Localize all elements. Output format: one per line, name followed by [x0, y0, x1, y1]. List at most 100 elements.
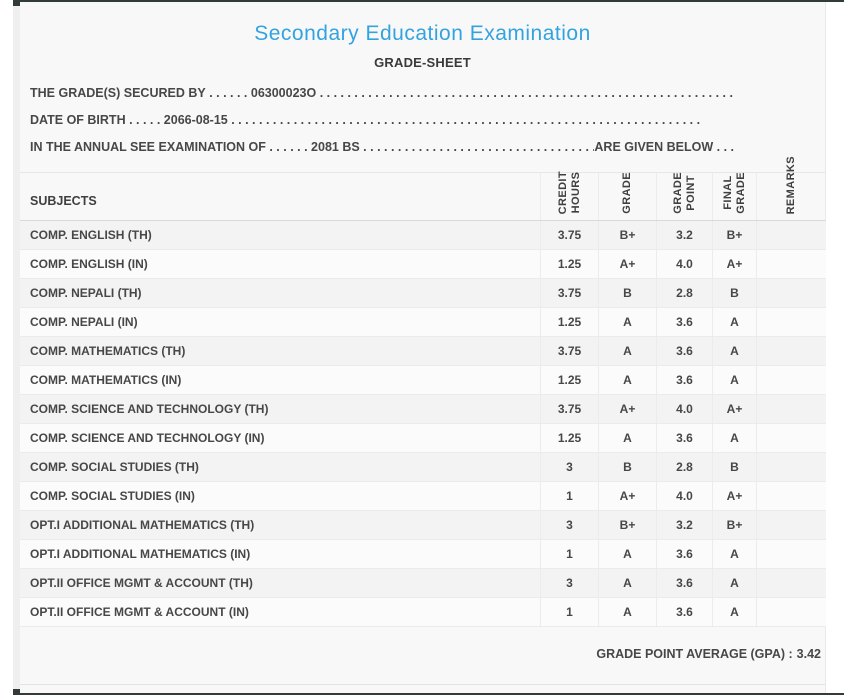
subject-cell: OPT.II OFFICE MGMT & ACCOUNT (TH) [30, 576, 253, 590]
credit-hours-cell: 3.75 [540, 337, 598, 365]
grade-cell: B [598, 453, 656, 481]
credit-hours-cell: 1 [540, 482, 598, 510]
grade-point-cell: 3.6 [656, 366, 712, 394]
grade-point-cell: 3.6 [656, 337, 712, 365]
header-line: HOURS [569, 171, 582, 214]
remarks-cell [756, 453, 826, 481]
final-grade-cell: A [712, 540, 756, 568]
table-body: COMP. ENGLISH (TH) 3.75 B+ 3.2 B+ COMP. ENGLI… [20, 221, 826, 627]
grade-cell: A [598, 424, 656, 452]
grade-sheet-card: Secondary Education Examination GRADE-SH… [20, 0, 826, 695]
grade-point-cell: 3.6 [656, 540, 712, 568]
remarks-cell [756, 540, 826, 568]
header-line: GRADE [621, 172, 633, 214]
subject-cell: COMP. MATHEMATICS (IN) [30, 373, 182, 387]
grade-point-cell: 4.0 [656, 250, 712, 278]
remarks-cell [756, 221, 826, 249]
remarks-cell [756, 424, 826, 452]
grade-cell: A+ [598, 250, 656, 278]
table-row: COMP. ENGLISH (TH) 3.75 B+ 3.2 B+ [20, 221, 826, 250]
grade-point-cell: 4.0 [656, 482, 712, 510]
top-border-bar [13, 0, 844, 2]
grade-column-header: GRADE [598, 172, 656, 220]
symbol-number-value: 06300023O [250, 86, 317, 100]
grade-cell: A+ [598, 395, 656, 423]
credit-hours-cell: 3.75 [540, 221, 598, 249]
final-grade-cell: A+ [712, 395, 756, 423]
grade-point-cell: 3.6 [656, 308, 712, 336]
final-grade-cell: A [712, 424, 756, 452]
table-row: COMP. NEPALI (TH) 3.75 B 2.8 B [20, 279, 826, 308]
remarks-column-header: REMARKS [756, 156, 826, 220]
remarks-cell [756, 250, 826, 278]
grade-cell: B+ [598, 221, 656, 249]
left-scrollbar[interactable] [13, 0, 20, 695]
remarks-cell [756, 279, 826, 307]
grades-table: SUBJECTS CREDIT HOURS GRADE GRADE POINT FINAL… [20, 156, 826, 627]
subject-cell: OPT.I ADDITIONAL MATHEMATICS (IN) [30, 547, 251, 561]
final-grade-cell: A [712, 598, 756, 626]
header-line: GRADE [671, 172, 684, 214]
table-row: COMP. MATHEMATICS (TH) 3.75 A 3.6 A [20, 337, 826, 366]
grade-point-cell: 3.2 [656, 221, 712, 249]
credit-hours-cell: 3.75 [540, 279, 598, 307]
header-line: REMARKS [785, 155, 797, 214]
dot-leader: . . . . . [125, 113, 164, 127]
subject-cell: COMP. SOCIAL STUDIES (TH) [30, 460, 199, 474]
are-given-below-text: ARE GIVEN BELOW [594, 140, 714, 154]
credit-hours-cell: 3 [540, 569, 598, 597]
rotated-header-text: GRADE [621, 172, 634, 214]
candidate-info: THE GRADE(S) SECURED BY . . . . . . 0630… [20, 86, 825, 154]
subject-cell: COMP. SOCIAL STUDIES (IN) [30, 489, 195, 503]
grade-cell: A+ [598, 482, 656, 510]
table-row: OPT.I ADDITIONAL MATHEMATICS (TH) 3 B+ 3.2 B… [20, 511, 826, 540]
page-title: Secondary Education Examination [254, 22, 591, 45]
date-of-birth-label: DATE OF BIRTH [30, 113, 126, 127]
table-row: OPT.I ADDITIONAL MATHEMATICS (IN) 1 A 3.6 A [20, 540, 826, 569]
table-row: OPT.II OFFICE MGMT & ACCOUNT (IN) 1 A 3.6 A [20, 598, 826, 627]
credit-hours-column-header: CREDIT HOURS [540, 171, 598, 220]
header-line: POINT [684, 175, 697, 211]
credit-hours-cell: 1.25 [540, 424, 598, 452]
final-grade-cell: A [712, 366, 756, 394]
remarks-cell [756, 482, 826, 510]
grades-secured-by-line: THE GRADE(S) SECURED BY . . . . . . 0630… [20, 86, 825, 100]
date-of-birth-line: DATE OF BIRTH . . . . . 2066-08-15 . . .… [20, 113, 825, 127]
final-grade-column-header: FINAL GRADE [712, 172, 756, 220]
grade-point-cell: 2.8 [656, 279, 712, 307]
rotated-header-text: REMARKS [785, 156, 798, 214]
bottom-border-bar [13, 693, 844, 695]
subject-cell: COMP. NEPALI (IN) [30, 315, 138, 329]
table-row: COMP. SCIENCE AND TECHNOLOGY (IN) 1.25 A 3.… [20, 424, 826, 453]
remarks-cell [756, 337, 826, 365]
scrollbar-top-cap[interactable] [13, 0, 20, 6]
grade-cell: B+ [598, 511, 656, 539]
credit-hours-cell: 1 [540, 540, 598, 568]
dot-leader: . . . . . . . . . . . . . . . . . . . . … [363, 140, 594, 154]
grade-point-cell: 3.6 [656, 424, 712, 452]
remarks-cell [756, 308, 826, 336]
scrollbar-bottom-cap[interactable] [13, 689, 20, 695]
examination-year-value: 2081 BS [311, 140, 360, 154]
remarks-cell [756, 366, 826, 394]
dot-leader: . . . . . . [205, 86, 251, 100]
grade-cell: A [598, 308, 656, 336]
gpa-line: GRADE POINT AVERAGE (GPA) :3.42 [20, 647, 825, 661]
remarks-cell [756, 395, 826, 423]
final-grade-cell: B+ [712, 221, 756, 249]
credit-hours-cell: 3 [540, 511, 598, 539]
grade-cell: A [598, 569, 656, 597]
dot-leader: . . . . . . . . . . . . . . . . . . . . … [319, 86, 733, 100]
date-of-birth-value: 2066-08-15 [163, 113, 228, 127]
final-grade-cell: A+ [712, 250, 756, 278]
remarks-cell [756, 569, 826, 597]
credit-hours-cell: 3.75 [540, 395, 598, 423]
grade-point-cell: 3.6 [656, 598, 712, 626]
grade-point-cell: 2.8 [656, 453, 712, 481]
final-grade-cell: A [712, 569, 756, 597]
table-row: COMP. SOCIAL STUDIES (TH) 3 B 2.8 B [20, 453, 826, 482]
footer-divider [20, 684, 825, 685]
grade-point-column-header: GRADE POINT [656, 172, 712, 220]
grade-cell: A [598, 337, 656, 365]
table-row: OPT.II OFFICE MGMT & ACCOUNT (TH) 3 A 3.6 A [20, 569, 826, 598]
